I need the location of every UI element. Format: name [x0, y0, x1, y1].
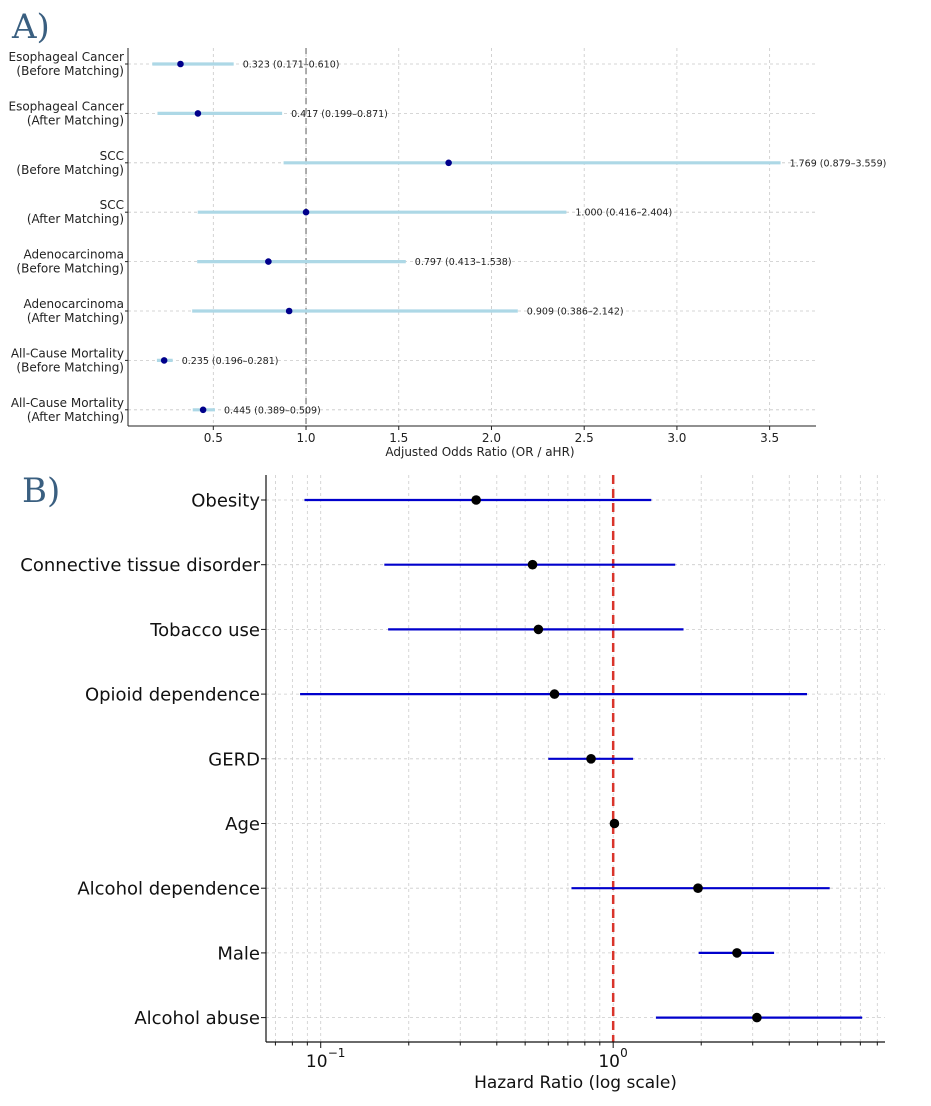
point-estimate [160, 357, 168, 364]
point-estimate [194, 110, 202, 117]
forest-row-b: GERD [208, 749, 634, 770]
point-estimate [302, 208, 310, 216]
axes-b [265, 475, 885, 1043]
forest-row-a: 0.445 (0.389–0.509) All-Cause Mortality(A… [11, 396, 321, 424]
forest-row-a: 0.417 (0.199–0.871) Esophageal Cancer(Aft… [8, 99, 387, 127]
y-tick-label-line2: (After Matching) [27, 410, 124, 424]
point-estimate [177, 60, 184, 68]
x-ticks-a: 0.5 1.0 1.5 2.0 2.5 3.0 3.5 [204, 426, 779, 445]
y-tick-label-line2: (After Matching) [27, 311, 124, 325]
forest-row-b: Tobacco use [149, 620, 684, 641]
y-tick-label: Male [217, 943, 260, 964]
point-estimate [199, 406, 207, 414]
y-tick-label-line2: (Before Matching) [16, 163, 124, 177]
y-tick-label-line2: (Before Matching) [16, 262, 124, 276]
point-estimate [285, 307, 293, 315]
point-estimate [732, 948, 742, 958]
y-tick-label-line2: (Before Matching) [16, 360, 124, 374]
y-tick-label-line1: Esophageal Cancer [8, 50, 124, 64]
x-tick-label: 10 [598, 1052, 620, 1072]
forest-row-b: Opioid dependence [85, 685, 808, 706]
rows-b: Obesity Connective tissue disorder Tobacco… [20, 491, 863, 1029]
x-tick-exponent: −1 [328, 1046, 346, 1060]
forest-row-b: Connective tissue disorder [20, 555, 676, 576]
point-estimate [586, 754, 596, 764]
point-estimate [265, 258, 272, 265]
forest-row-a: 1.000 (0.416–2.404) SCC(After Matching) [27, 198, 672, 226]
panel-b-label: B) [22, 471, 60, 511]
point-estimate [609, 818, 620, 829]
y-tick-label-line1: All-Cause Mortality [11, 346, 124, 360]
y-tick-label: GERD [208, 749, 260, 770]
ci-annotation: 0.323 (0.171–0.610) [243, 60, 340, 71]
ci-annotation: 0.235 (0.196–0.281) [182, 356, 279, 367]
x-tick-exponent: 0 [620, 1046, 628, 1060]
forest-row-b: Alcohol abuse [134, 1008, 863, 1029]
x-tick-label: 3.5 [760, 431, 779, 445]
y-tick-label-line1: All-Cause Mortality [11, 396, 124, 410]
rows-a: 0.323 (0.171–0.610)Esophageal Cancer(Bef… [8, 50, 886, 424]
forest-row-a: 0.797 (0.413–1.538) Adenocarcinoma(Before… [16, 248, 511, 276]
forest-plot-b: Obesity Connective tissue disorder Tobacco… [20, 475, 885, 1093]
y-tick-label: Obesity [191, 491, 260, 512]
y-tick-label-line1: Adenocarcinoma [24, 248, 125, 262]
y-tick-label-line2: (After Matching) [27, 212, 124, 226]
point-estimate [549, 689, 560, 699]
forest-row-b: Age [225, 814, 620, 835]
y-tick-label: Opioid dependence [85, 685, 260, 706]
ci-annotation: 0.909 (0.386–2.142) [527, 307, 624, 318]
x-tick-label: 2.0 [482, 431, 501, 445]
x-tick-label: 1.5 [389, 431, 408, 445]
y-tick-label: Age [225, 814, 260, 835]
x-tick-label: 2.5 [575, 431, 594, 445]
grid-a [128, 48, 816, 426]
point-estimate [533, 624, 544, 635]
forest-row-a: 1.769 (0.879–3.559) SCC(Before Matching) [16, 149, 886, 177]
ci-annotation: 0.797 (0.413–1.538) [415, 257, 512, 268]
panel-a-label: A) [11, 7, 50, 47]
point-estimate [527, 559, 538, 570]
y-tick-label: Tobacco use [149, 620, 260, 641]
y-tick-label: Connective tissue disorder [20, 555, 260, 576]
ci-annotation: 0.417 (0.199–0.871) [291, 109, 388, 120]
y-tick-label-line1: Esophageal Cancer [8, 99, 124, 113]
y-tick-label-line1: Adenocarcinoma [24, 297, 125, 311]
forest-row-b: Obesity [191, 491, 652, 512]
forest-row-a: 0.323 (0.171–0.610) Esophageal Cancer(Bef… [8, 50, 339, 78]
axes-a [127, 48, 816, 427]
y-tick-label: Alcohol dependence [77, 879, 260, 900]
forest-row-a: 0.235 (0.196–0.281) All-Cause Mortality(B… [11, 346, 279, 374]
point-estimate [693, 883, 703, 893]
x-tick-label: 10 [306, 1052, 328, 1072]
y-tick-label: Alcohol abuse [134, 1008, 260, 1029]
point-estimate [752, 1012, 762, 1023]
y-tick-label-line1: SCC [100, 198, 124, 212]
forest-row-b: Male [217, 943, 775, 964]
y-tick-label-line1: SCC [100, 149, 124, 163]
x-tick-label: 1.0 [296, 431, 315, 445]
x-tick-label: 0.5 [204, 431, 223, 445]
ci-annotation: 1.769 (0.879–3.559) [790, 158, 887, 169]
ci-annotation: 1.000 (0.416–2.404) [575, 208, 672, 219]
y-tick-label-line2: (Before Matching) [16, 64, 124, 78]
x-axis-label-b: Hazard Ratio (log scale) [474, 1073, 677, 1093]
x-tick-label: 3.0 [667, 431, 686, 445]
forest-plot-a: 0.323 (0.171–0.610)Esophageal Cancer(Bef… [8, 48, 886, 459]
x-ticks-b: 10 −1 10 0 [274, 1042, 878, 1072]
x-axis-label-a: Adjusted Odds Ratio (OR / aHR) [385, 445, 574, 459]
y-tick-label-line2: (After Matching) [27, 113, 124, 127]
point-estimate [471, 495, 481, 505]
forest-row-b: Alcohol dependence [77, 879, 830, 900]
ci-annotation: 0.445 (0.389–0.509) [224, 405, 321, 416]
point-estimate [445, 159, 452, 167]
forest-row-a: 0.909 (0.386–2.142) Adenocarcinoma(After … [24, 297, 624, 325]
